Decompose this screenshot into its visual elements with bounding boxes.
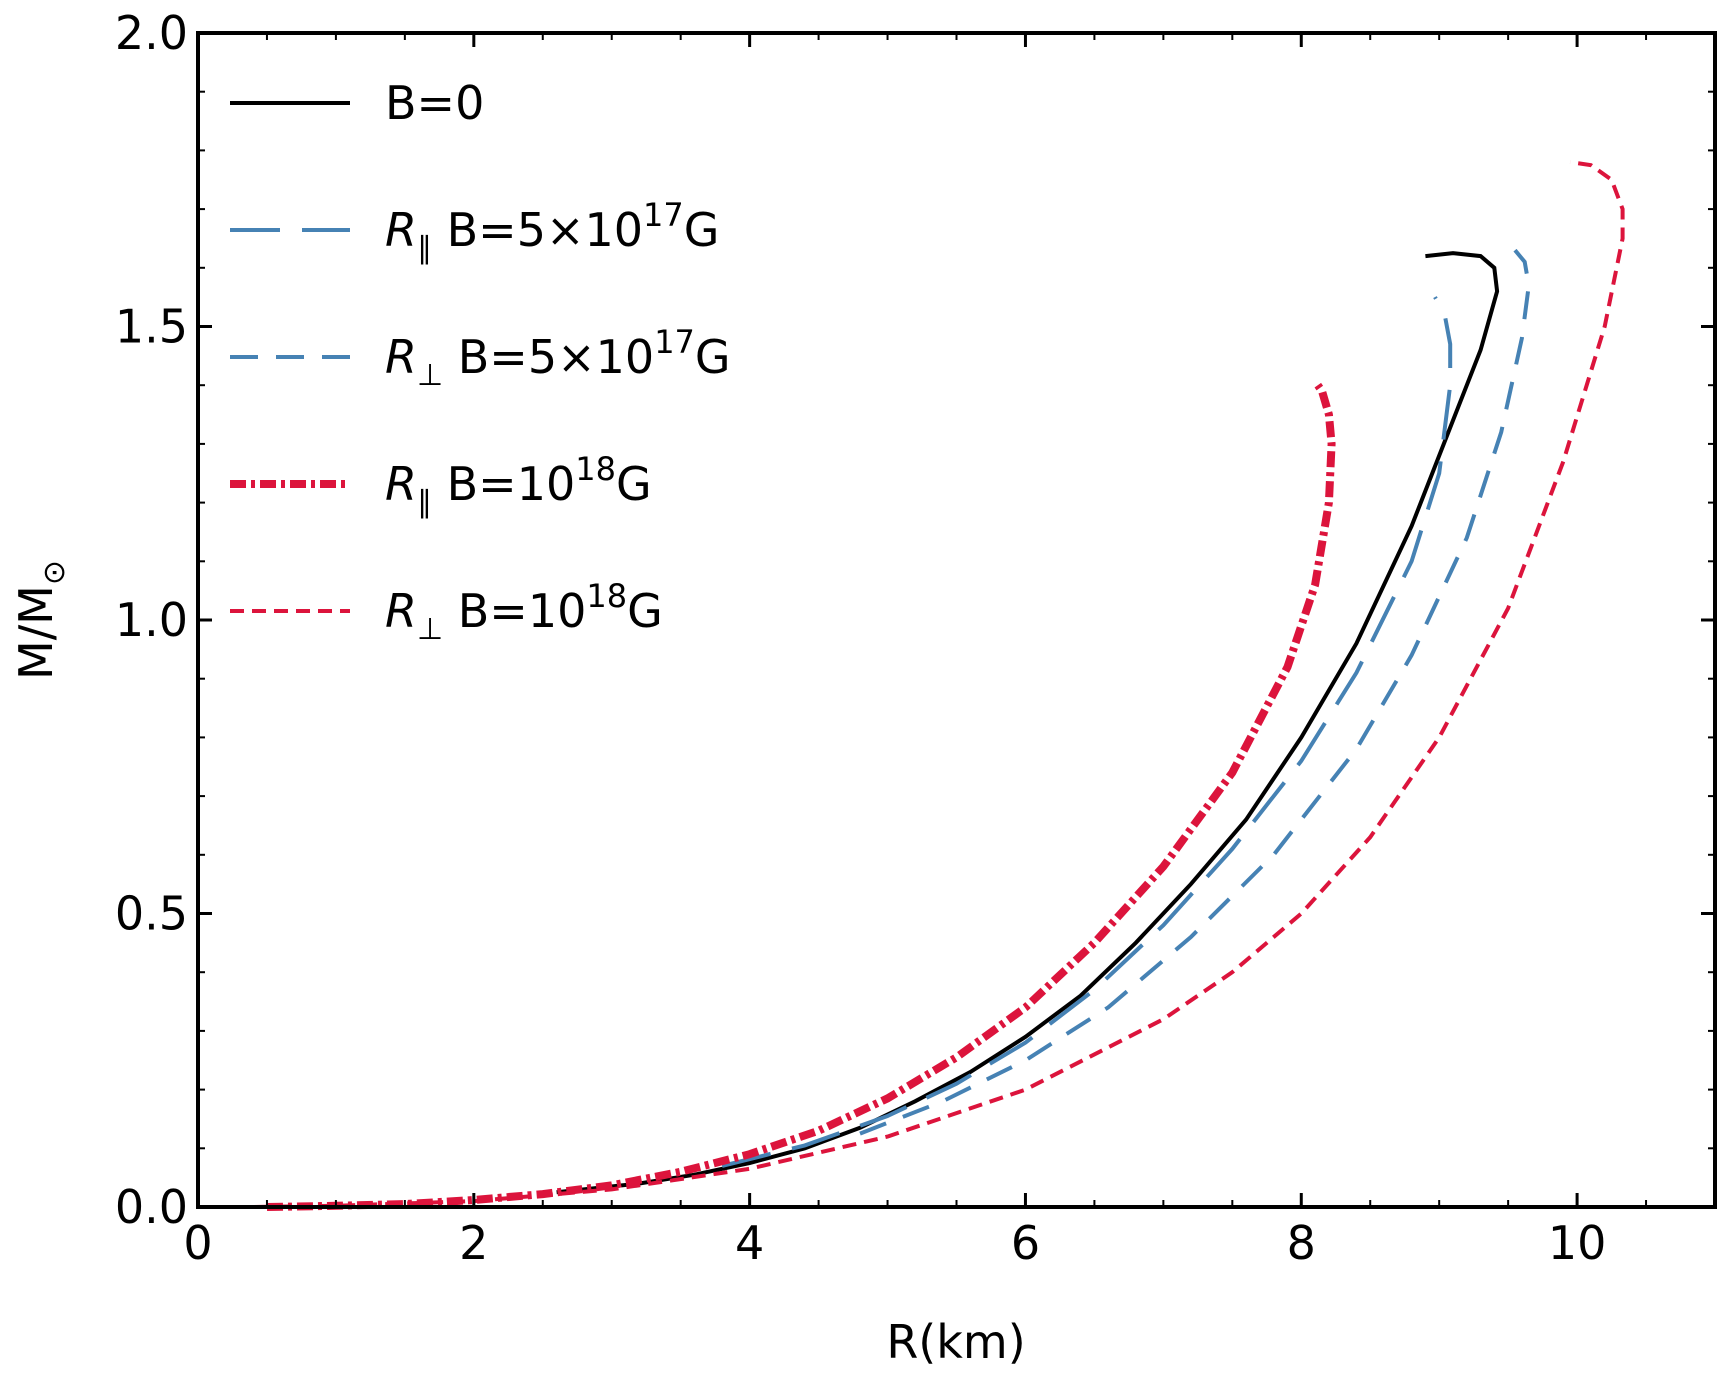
legend-symbol: R [385,330,417,384]
x-tick-label: 2 [459,1216,488,1270]
legend-subscript: ⊥ [417,358,443,393]
legend-label-0: B=0 [385,76,484,130]
legend-main: B=10 [443,584,586,638]
legend-superscript: 17 [654,323,695,361]
legend-symbol: R [385,203,417,257]
y-tick-label: 1.5 [115,300,188,354]
legend-main: B=5×10 [443,330,654,384]
legend-suffix: G [627,584,663,638]
y-tick-label: 2.0 [115,6,188,60]
y-axis-label-sub: ⊙ [37,560,72,585]
legend-subscript: ∥ [417,231,432,266]
legend-superscript: 18 [586,577,627,615]
x-tick-label: 6 [1011,1216,1040,1270]
legend-main: B=10 [432,457,575,511]
legend-main: B=5×10 [432,203,643,257]
legend-superscript: 18 [575,450,616,488]
x-tick-label: 0 [183,1216,212,1270]
x-axis-label: R(km) [886,1315,1025,1369]
tick-layer: 0 2 4 6 8 10 0.0 0.5 1.0 1.5 2.0 [115,6,1716,1270]
x-tick-label: 4 [735,1216,764,1270]
legend-main: B=0 [385,76,484,130]
series-line-0 [556,251,1500,1195]
series-line-1 [721,296,1453,1168]
y-axis-label-main: M/M [9,585,63,680]
y-axis-label: M/M⊙ [9,560,72,680]
legend-suffix: G [684,203,720,257]
series-line-2 [859,248,1531,1136]
series-layer [253,160,1625,1211]
y-tick-label: 1.0 [115,593,188,647]
legend-symbol: R [385,457,417,511]
y-tick-label: 0.0 [115,1180,188,1234]
legend-subscript: ∥ [417,485,432,520]
legend-label-2: R⊥ B=5×1017G [385,323,731,393]
legend-label-3: R∥ B=1018G [385,450,652,520]
legend-superscript: 17 [643,196,684,234]
legend-suffix: G [616,457,652,511]
legend-label-1: R∥ B=5×1017G [385,196,719,266]
x-tick-label: 10 [1548,1216,1607,1270]
y-tick-label: 0.5 [115,887,188,941]
x-tick-label: 8 [1287,1216,1316,1270]
legend-label-4: R⊥ B=1018G [385,577,663,647]
legend-suffix: G [695,330,731,384]
legend-subscript: ⊥ [417,612,443,647]
series-line-4 [253,160,1625,1209]
legend-symbol: R [385,584,417,638]
